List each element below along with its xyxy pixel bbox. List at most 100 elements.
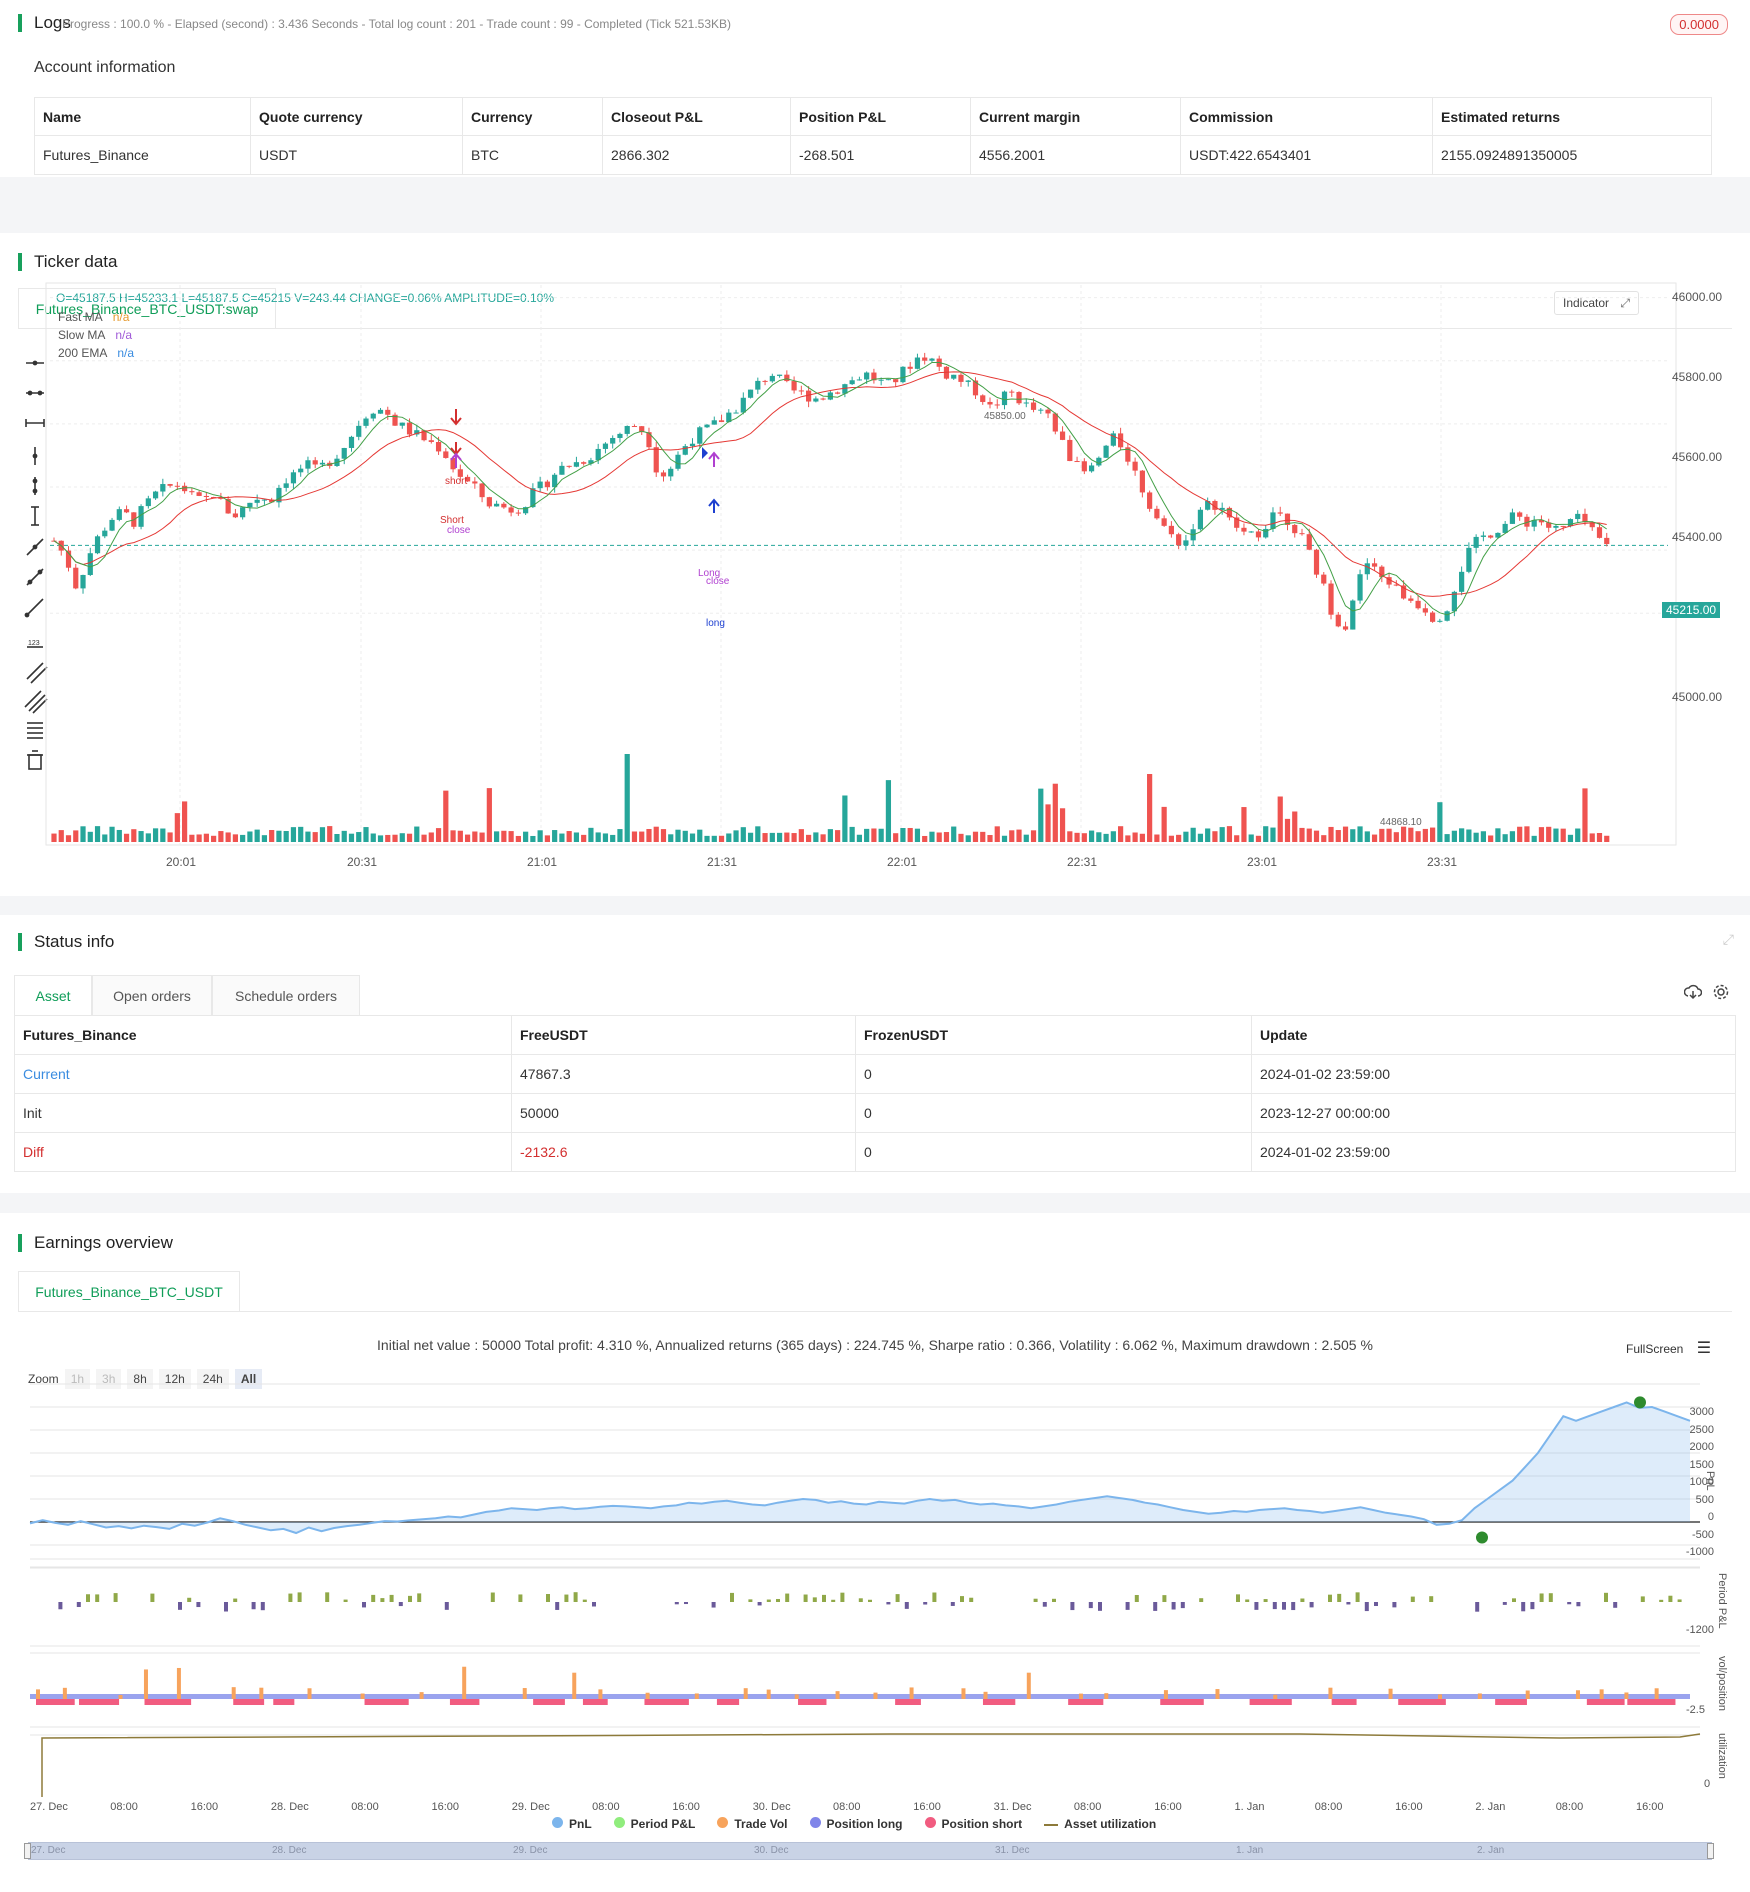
position-short-bar bbox=[895, 1699, 921, 1705]
trade-vol-bar bbox=[961, 1688, 966, 1699]
drawing-tools-icons[interactable]: 123 bbox=[22, 351, 48, 791]
candle-body bbox=[1335, 614, 1341, 627]
volume-bar bbox=[443, 790, 449, 842]
volume-bar bbox=[740, 827, 746, 842]
cloud-download-icon[interactable] bbox=[1683, 983, 1703, 1006]
logs-badge: 0.0000 bbox=[1670, 14, 1728, 35]
fullscreen-button[interactable]: FullScreen ☰ bbox=[1626, 1338, 1711, 1358]
volume-bar bbox=[566, 831, 572, 842]
tab-ticker-symbol[interactable]: Futures_Binance_BTC_USDT:swap bbox=[18, 288, 276, 328]
candle-body bbox=[668, 468, 674, 477]
tab-earnings-symbol[interactable]: Futures_Binance_BTC_USDT bbox=[18, 1271, 240, 1311]
time-tick: 21:01 bbox=[527, 855, 558, 869]
candle-body bbox=[1350, 600, 1356, 630]
indicator-button[interactable]: Indicator ⤢ bbox=[1554, 291, 1639, 315]
candle-body bbox=[1473, 536, 1479, 548]
position-short-bar bbox=[582, 1699, 608, 1705]
period-pnl-bar bbox=[1309, 1602, 1314, 1608]
legend-position-short[interactable]: Position short bbox=[924, 1817, 1022, 1831]
volume-bar bbox=[1430, 827, 1436, 842]
volume-bar bbox=[617, 829, 623, 842]
candle-body bbox=[298, 468, 304, 473]
legend-pnl[interactable]: PnL bbox=[552, 1817, 592, 1831]
candle-body bbox=[225, 498, 231, 514]
tab-asset[interactable]: Asset bbox=[14, 975, 92, 1015]
row-init-label: Init bbox=[14, 1093, 512, 1133]
volume-bar bbox=[1408, 827, 1414, 842]
navigator-handle-left[interactable] bbox=[24, 1843, 31, 1859]
earnings-title: Earnings overview bbox=[18, 1234, 173, 1252]
earnings-summary: Initial net value : 50000 Total profit: … bbox=[377, 1337, 1373, 1353]
candle-body bbox=[1313, 549, 1320, 575]
candle-body bbox=[1255, 531, 1262, 538]
volume-bar bbox=[660, 829, 667, 842]
period-pnl-bar bbox=[1346, 1602, 1351, 1605]
legend-period-pnl[interactable]: Period P&L bbox=[613, 1817, 695, 1831]
status-title: Status info bbox=[18, 933, 114, 951]
period-pnl-bar bbox=[1098, 1602, 1102, 1611]
volume-bar bbox=[1459, 828, 1465, 842]
earnings-chart bbox=[29, 1383, 1701, 1797]
period-pnl-bar bbox=[969, 1597, 974, 1602]
volume-bar bbox=[755, 826, 761, 842]
time-tick: 30. Dec bbox=[752, 1801, 791, 1813]
candle-body bbox=[443, 451, 449, 458]
trade-vol-bar bbox=[1388, 1688, 1393, 1699]
candle-body bbox=[1400, 585, 1407, 599]
period-pnl-bar bbox=[1199, 1598, 1204, 1602]
volume-bar bbox=[1009, 830, 1015, 842]
volume-bar bbox=[907, 827, 913, 842]
volume-bar bbox=[1023, 834, 1029, 842]
volume-bar bbox=[544, 835, 550, 842]
candle-body bbox=[1342, 626, 1349, 630]
volume-bar bbox=[537, 830, 543, 842]
candle-body bbox=[1088, 465, 1095, 472]
period-pnl-bar bbox=[960, 1596, 964, 1602]
candle-body bbox=[617, 433, 623, 438]
axis-label-util: utilization bbox=[1716, 1733, 1728, 1779]
volume-bar bbox=[987, 835, 993, 842]
candle-body bbox=[980, 395, 986, 402]
legend-trade-vol[interactable]: Trade Vol bbox=[717, 1817, 788, 1831]
volume-bar bbox=[958, 833, 964, 842]
volume-bar bbox=[261, 835, 268, 842]
period-pnl-bar bbox=[1521, 1602, 1526, 1612]
candle-body bbox=[1451, 591, 1457, 612]
status-expand-icon[interactable]: ⤢ bbox=[1722, 931, 1734, 947]
navigator[interactable]: 27. Dec 28. Dec 29. Dec 30. Dec 31. Dec 1. Ja… bbox=[28, 1842, 1712, 1860]
cell-returns: 2155.0924891350005 bbox=[1432, 135, 1712, 175]
period-pnl-bar bbox=[518, 1594, 523, 1602]
volume-bar bbox=[530, 835, 536, 842]
pnl-tick: -1000 bbox=[1685, 1546, 1714, 1558]
period-pnl-bar bbox=[362, 1602, 366, 1608]
candle-body bbox=[1553, 525, 1559, 528]
cell-update: 2024-01-02 23:59:00 bbox=[1251, 1132, 1736, 1172]
period-pnl-bar bbox=[950, 1602, 955, 1606]
navigator-handle-right[interactable] bbox=[1707, 1843, 1714, 1859]
legend-asset-util[interactable]: Asset utilization bbox=[1044, 1817, 1156, 1831]
volume-bar bbox=[1110, 831, 1116, 842]
pnl-tick: 1500 bbox=[1689, 1459, 1714, 1471]
legend-position-long[interactable]: Position long bbox=[809, 1817, 903, 1831]
position-short-bar bbox=[1627, 1699, 1676, 1705]
candle-body bbox=[1596, 527, 1603, 538]
period-pnl-bar bbox=[803, 1594, 808, 1602]
volume-bar bbox=[276, 830, 282, 842]
candle-body bbox=[247, 502, 253, 508]
candle-body bbox=[261, 499, 268, 501]
volume-bar bbox=[1364, 831, 1370, 842]
account-table: Name Quote currency Currency Closeout P&… bbox=[34, 97, 1712, 175]
candle-body bbox=[806, 390, 812, 402]
period-pnl-bar bbox=[1364, 1602, 1369, 1612]
tab-open-orders[interactable]: Open orders bbox=[92, 975, 212, 1015]
volume-bar bbox=[1183, 831, 1189, 842]
tab-schedule-orders[interactable]: Schedule orders bbox=[212, 975, 360, 1015]
period-pnl-bar bbox=[1530, 1602, 1535, 1610]
cell-commission: USDT:422.6543401 bbox=[1180, 135, 1433, 175]
gear-icon[interactable] bbox=[1712, 983, 1730, 1006]
menu-icon[interactable]: ☰ bbox=[1696, 1340, 1712, 1357]
candle-body bbox=[922, 357, 928, 361]
expand-icon[interactable]: ⤢ bbox=[1620, 296, 1630, 310]
candle-body bbox=[1016, 392, 1022, 404]
volume-bar bbox=[406, 833, 413, 842]
